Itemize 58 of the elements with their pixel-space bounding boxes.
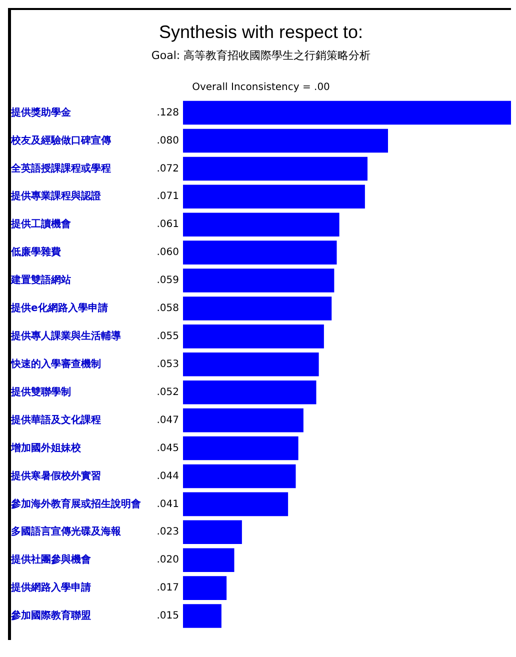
y-tick-label: 多國語言宣傳光碟及海報 [11,526,122,538]
data-label: .015 [156,610,179,622]
data-label: .020 [156,554,179,566]
data-label: .055 [156,331,179,342]
text: Overall Inconsistency = .00 [192,82,330,93]
bar [183,464,296,488]
bar [183,296,332,320]
data-label: .060 [156,247,179,258]
bar [183,408,304,432]
bar [183,548,234,572]
bar [183,436,298,460]
chart-subtitle: Goal: 高等教育招收國際學生之行銷策略分析 [151,49,371,62]
y-tick-label: 增加國外姐妹校 [10,442,82,454]
y-tick-label: 低廉學雜費 [10,246,61,258]
bar [183,324,324,348]
y-tick-label: 提供e化網路入學申請 [10,302,108,314]
bar [183,492,288,516]
bar [183,604,222,628]
data-label: .058 [156,303,179,314]
data-label: .047 [156,414,179,426]
data-label: .044 [156,470,179,482]
data-label: .045 [156,442,179,454]
data-label: .059 [156,275,179,286]
y-tick-label: 提供社團參與機會 [10,554,92,566]
y-tick-label: 全英語授課課程或學程 [10,162,111,174]
bar [183,100,511,125]
data-label: .053 [156,358,179,370]
y-tick-label: 提供專人課業與生活輔導 [10,330,122,342]
data-label: .041 [156,498,179,510]
chart-title: Synthesis with respect to: [158,22,364,42]
bar [183,212,340,236]
bar [183,240,337,264]
y-tick-label: 參加海外教育展或招生說明會 [10,498,142,510]
bar [183,268,334,292]
bar [183,576,227,600]
data-label: .072 [156,163,179,174]
data-label: .061 [156,219,179,230]
y-tick-label: 參加國際教育聯盟 [10,610,91,622]
bar [183,520,242,544]
y-tick-label: 提供專業課程與認證 [10,190,102,202]
data-label: .017 [156,582,179,594]
bar [183,184,365,209]
data-label: .071 [156,191,179,202]
y-tick-label: 提供獎助學金 [10,106,72,118]
data-label: .023 [156,526,179,538]
data-label: .080 [156,135,179,146]
bar [183,156,368,181]
bar [183,128,388,153]
y-tick-label: 提供寒暑假校外實習 [10,470,101,482]
y-tick-label: 提供網路入學申請 [10,582,91,594]
data-label: .052 [156,386,179,398]
bar [183,380,316,404]
data-label: .128 [156,107,179,118]
y-tick-label: 校友及經驗做口碑宣傳 [10,134,111,146]
y-tick-label: 提供工讀機會 [10,218,72,230]
y-tick-label: 提供華語及文化課程 [10,414,101,426]
bar [183,352,319,376]
y-tick-label: 提供雙聯學制 [10,386,71,398]
